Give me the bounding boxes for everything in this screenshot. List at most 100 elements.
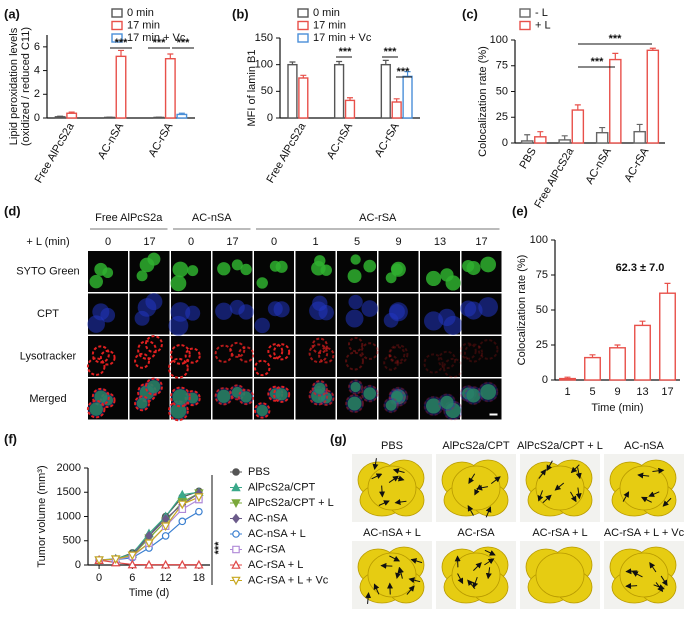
y-tick-label: 0 bbox=[75, 559, 81, 571]
channel-label: Merged bbox=[29, 393, 66, 405]
legend-label: 17 min bbox=[127, 19, 160, 31]
y-axis-label: Tumor volume (mm³) bbox=[36, 465, 48, 567]
arrow bbox=[378, 500, 390, 506]
tissue-photo bbox=[436, 454, 516, 522]
time-value: 0 bbox=[188, 236, 194, 248]
y-tick-label: 0 bbox=[34, 112, 40, 124]
cpt-signal bbox=[238, 304, 254, 320]
arrow bbox=[406, 585, 415, 595]
lyso-signal bbox=[423, 353, 444, 374]
micrograph bbox=[420, 336, 464, 379]
bar bbox=[534, 136, 547, 144]
error-bar bbox=[589, 354, 596, 358]
cpt-signal bbox=[145, 293, 163, 311]
nucleus bbox=[480, 256, 497, 273]
arrow bbox=[648, 491, 660, 497]
cpt-signal bbox=[464, 386, 483, 405]
arrow bbox=[379, 485, 386, 498]
nucleus bbox=[172, 389, 189, 405]
legend-label: 0 min bbox=[313, 7, 340, 19]
legend-label: 17 min bbox=[313, 19, 346, 31]
cpt-signal bbox=[273, 301, 290, 318]
cpt-signal bbox=[438, 308, 456, 327]
data-point bbox=[194, 559, 204, 569]
micrograph bbox=[129, 293, 170, 335]
error-bar bbox=[404, 71, 411, 77]
cpt-signal bbox=[145, 378, 163, 396]
arrow bbox=[538, 469, 547, 479]
panel-letter: (g) bbox=[330, 431, 347, 446]
y-axis-label: Lipid peroxidation levels bbox=[8, 27, 20, 145]
arrow bbox=[622, 491, 630, 502]
legend-swatch bbox=[297, 8, 309, 18]
lyso-signal bbox=[254, 402, 271, 419]
cpt-signal bbox=[254, 402, 270, 419]
arrow bbox=[570, 464, 580, 474]
annotation: *** bbox=[115, 37, 129, 49]
data-point bbox=[111, 555, 121, 565]
nucleus bbox=[385, 399, 397, 411]
lung-lobe bbox=[619, 552, 669, 598]
lyso-signal bbox=[170, 386, 191, 408]
lyso-signal bbox=[144, 335, 163, 354]
group-header: AC-rSA bbox=[359, 212, 397, 224]
bar bbox=[344, 99, 356, 119]
photo-label: AC-nSA bbox=[624, 440, 664, 452]
legend-label: AC-nSA + L bbox=[248, 528, 306, 540]
arrow bbox=[637, 472, 650, 479]
data-point bbox=[160, 559, 171, 569]
micrograph bbox=[337, 378, 379, 420]
channel-label: Lysotracker bbox=[20, 350, 77, 362]
micrograph-bg bbox=[254, 336, 294, 377]
nucleus bbox=[466, 260, 481, 276]
legend-label: - L bbox=[535, 7, 548, 19]
tissue-photo bbox=[520, 454, 600, 522]
cpt-signal bbox=[134, 395, 150, 411]
lyso-signal bbox=[311, 337, 328, 354]
nucleus bbox=[350, 381, 361, 393]
nucleus bbox=[440, 395, 454, 410]
nucleus bbox=[94, 262, 108, 276]
nucleus bbox=[275, 260, 288, 273]
annotation: *** bbox=[384, 46, 398, 58]
nucleus bbox=[391, 263, 403, 276]
bar bbox=[559, 377, 576, 381]
error-bar bbox=[537, 131, 544, 137]
cpt-signal bbox=[438, 393, 456, 412]
lyso-signal bbox=[388, 386, 409, 407]
lung-lobe bbox=[367, 552, 417, 598]
y-tick-label: 50 bbox=[536, 304, 548, 316]
legend-label: AC-nSA bbox=[248, 512, 288, 524]
arrow bbox=[537, 490, 544, 502]
error-bar bbox=[561, 135, 568, 140]
data-point bbox=[195, 507, 203, 516]
nucleus bbox=[275, 388, 288, 401]
error-bar bbox=[574, 104, 581, 111]
error-bar bbox=[118, 49, 124, 57]
x-tick-label: AC-nSA bbox=[96, 120, 127, 161]
bar bbox=[634, 324, 651, 381]
x-tick-label: 0 bbox=[96, 572, 102, 584]
arrow bbox=[649, 562, 657, 573]
legend-label: PBS bbox=[248, 466, 270, 478]
y-tick-label: 6 bbox=[34, 41, 40, 53]
x-tick-label: Free AlPcS2a bbox=[33, 120, 77, 185]
bar bbox=[298, 77, 309, 119]
nucleus bbox=[136, 397, 148, 409]
lyso-signal bbox=[86, 399, 106, 419]
arrow bbox=[542, 494, 552, 504]
lyso-signal bbox=[345, 351, 364, 371]
error-bar bbox=[636, 123, 643, 132]
y-tick-label: 100 bbox=[490, 34, 508, 46]
micrograph bbox=[212, 378, 255, 420]
arrow bbox=[554, 482, 565, 491]
legend-swatch bbox=[111, 20, 123, 31]
data-point bbox=[144, 559, 154, 569]
error-bar bbox=[289, 61, 296, 65]
error-bar bbox=[524, 134, 531, 141]
data-point bbox=[94, 556, 104, 566]
arrow bbox=[394, 499, 407, 505]
data-point bbox=[177, 559, 187, 569]
nucleus bbox=[347, 396, 362, 411]
